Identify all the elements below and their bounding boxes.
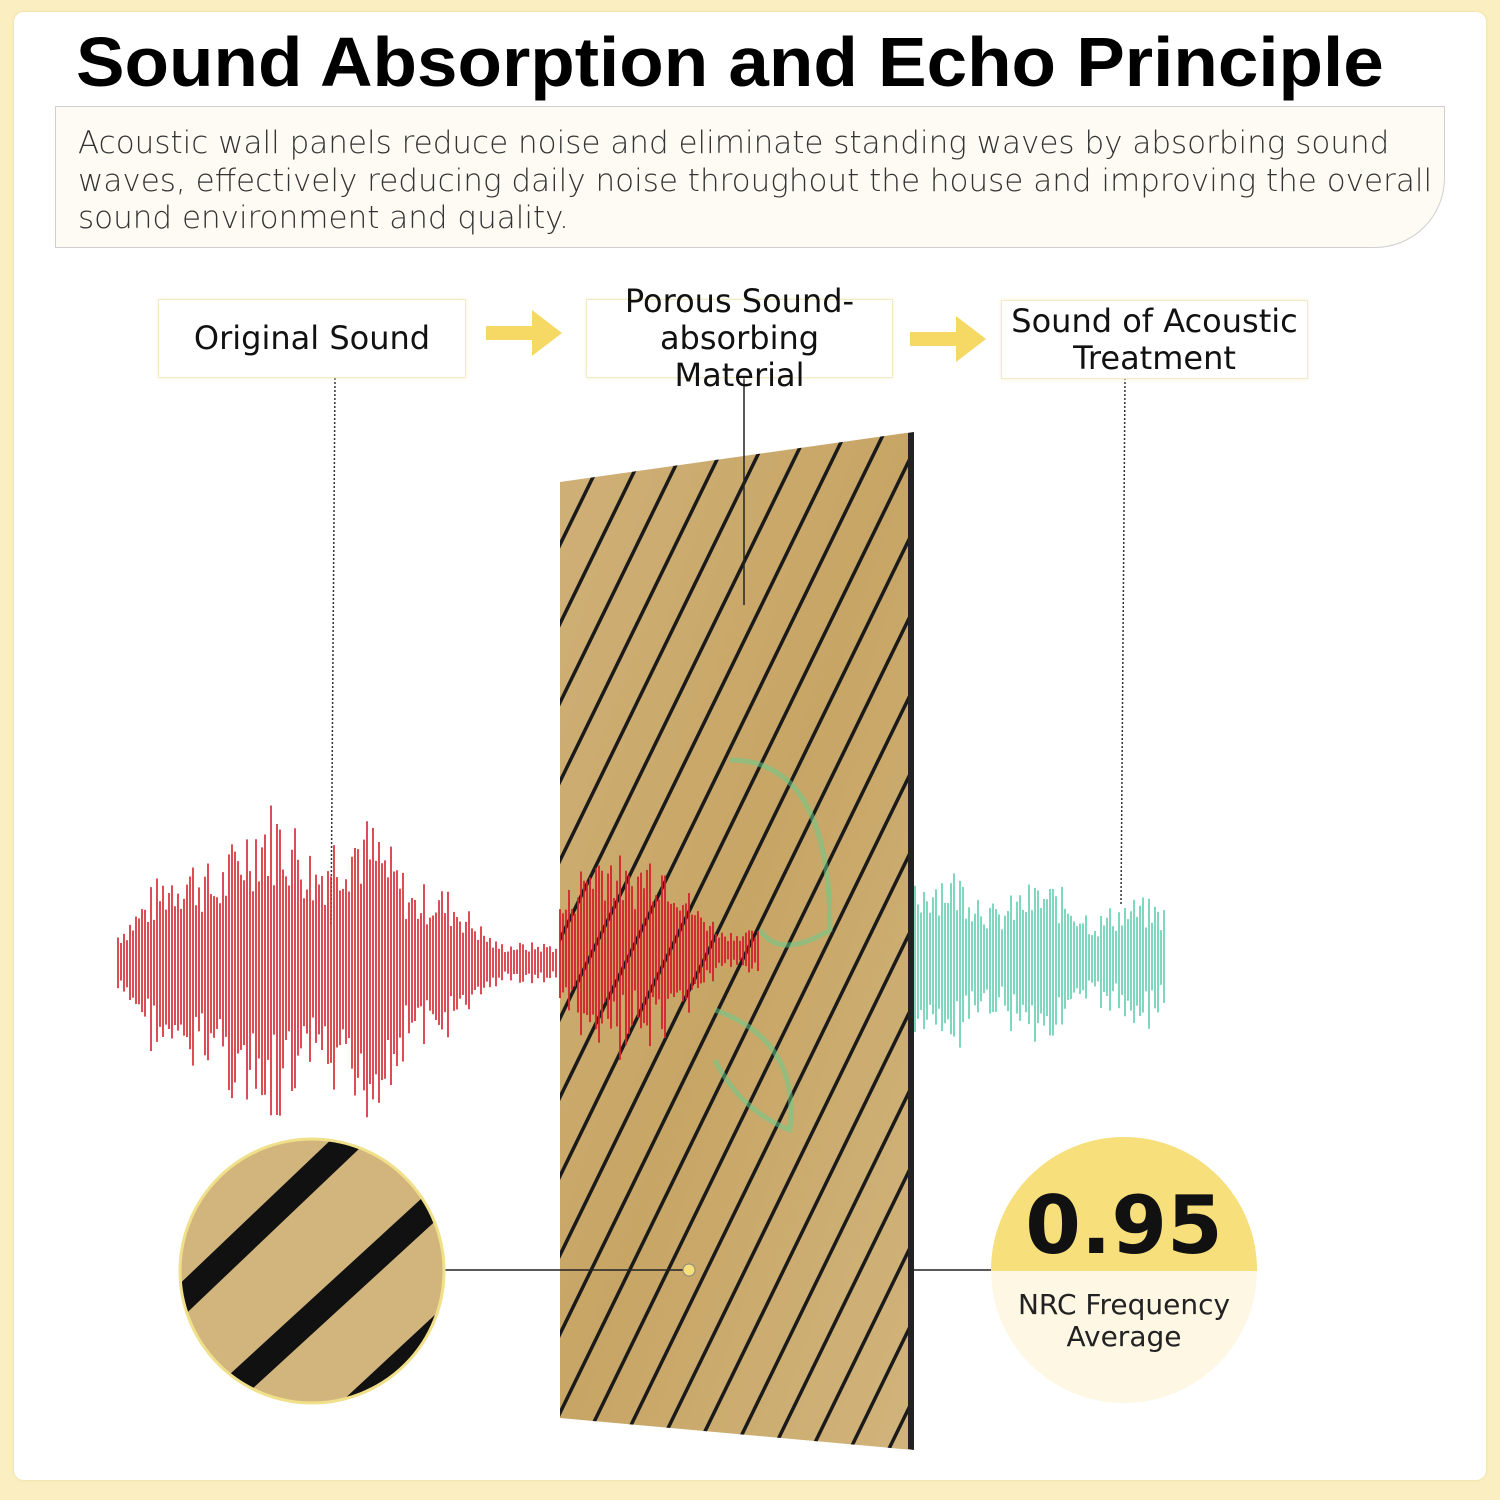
nrc-stat-badge: 0.95 NRC Frequency Average xyxy=(991,1137,1257,1403)
panel-groove xyxy=(1307,312,1500,1460)
detail-point xyxy=(682,1263,696,1277)
nrc-value: 0.95 xyxy=(1025,1179,1223,1272)
panel-groove xyxy=(560,432,907,1450)
panel-groove xyxy=(560,432,753,1450)
stat-top-half xyxy=(991,1137,1257,1271)
flow-step-treated-sound: Sound of Acoustic Treatment xyxy=(1001,300,1308,379)
flow-step-porous-material: Porous Sound-absorbing Material xyxy=(586,283,893,394)
treated-sound-wave xyxy=(914,873,1165,1048)
absorbed-sound-wave xyxy=(559,855,759,1060)
panel-groove xyxy=(560,432,868,1450)
panel-groove xyxy=(1230,312,1500,1460)
flow-step-original-sound: Original Sound xyxy=(158,299,466,378)
panel-detail-magnifier xyxy=(178,1137,446,1405)
panel-groove xyxy=(1269,312,1500,1460)
panel-groove xyxy=(560,432,791,1450)
arrow-right-icon xyxy=(910,316,986,362)
panel-groove xyxy=(1423,312,1500,1460)
panel-groove xyxy=(650,432,913,1450)
panel-groove xyxy=(689,432,913,1450)
page-title: Sound Absorption and Echo Principle xyxy=(76,23,1384,101)
panel-groove xyxy=(560,432,913,1450)
nrc-caption: NRC Frequency Average xyxy=(1017,1288,1231,1353)
panel-groove xyxy=(573,432,913,1450)
panel-groove xyxy=(560,432,913,1450)
panel-groove xyxy=(1461,312,1500,1460)
flow-step-label: Sound of Acoustic Treatment xyxy=(1011,301,1298,377)
panel-groove xyxy=(560,432,913,1450)
panel-groove xyxy=(560,432,714,1450)
leader-treated xyxy=(1120,377,1126,906)
panel-groove xyxy=(1384,312,1500,1460)
panel-groove xyxy=(560,432,676,1450)
panel-groove xyxy=(560,432,830,1450)
leader-original xyxy=(330,377,336,926)
panel-groove xyxy=(560,432,913,1450)
description-box: Acoustic wall panels reduce noise and el… xyxy=(55,106,1445,248)
panel-groove xyxy=(612,432,913,1450)
panel-groove xyxy=(727,432,913,1450)
panel-groove xyxy=(804,432,913,1450)
original-sound-wave xyxy=(117,805,557,1118)
flow-step-label: Original Sound xyxy=(193,319,431,357)
panel-groove xyxy=(766,432,913,1450)
panel-groove xyxy=(560,432,913,1450)
arrow-right-icon xyxy=(486,310,562,356)
flow-step-label: Porous Sound-absorbing Material xyxy=(624,282,855,394)
panel-groove xyxy=(1346,312,1500,1460)
